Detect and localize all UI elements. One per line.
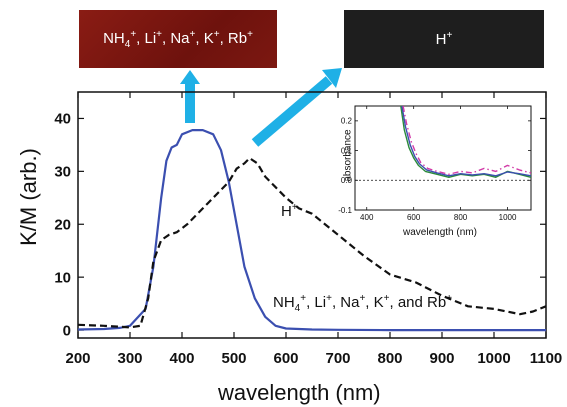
x-tick-label: 1000 [499, 213, 517, 222]
series-line-1 [401, 106, 531, 177]
series-line-2 [402, 106, 531, 176]
x-tick-label: 800 [454, 213, 468, 222]
inset-chart: 400 600 800 1000 -0.1 0.0 0.1 0.2 [338, 105, 532, 222]
y-tick-label: 0.0 [341, 176, 353, 185]
arrow-head-black [322, 68, 342, 88]
y-tick-label: 30 [54, 164, 71, 181]
x-tick-label: 700 [325, 350, 350, 367]
arrow-shaft-red [185, 83, 195, 123]
annotation-hplus: H+ [281, 202, 298, 220]
x-tick-label: 1000 [477, 350, 510, 367]
inset-axis-ticks: 400 600 800 1000 -0.1 0.0 0.1 0.2 [338, 106, 531, 222]
inset-plot-frame [354, 105, 532, 211]
y-tick-label: 0.2 [341, 117, 353, 126]
black-color-swatch: H+ [344, 10, 544, 68]
main-series-group [78, 129, 546, 332]
arrow-shaft-black [251, 76, 333, 147]
black-swatch-label: H+ [435, 30, 453, 48]
x-tick-label: 300 [117, 350, 142, 367]
x-tick-label: 200 [65, 350, 90, 367]
arrow-head-red [180, 70, 200, 84]
main-x-axis-label: wavelength (nm) [218, 380, 381, 405]
y-tick-label: -0.1 [338, 206, 352, 215]
x-tick-label: 800 [377, 350, 402, 367]
x-tick-label: 900 [429, 350, 454, 367]
x-tick-label: 600 [273, 350, 298, 367]
series-line-1 [78, 157, 546, 329]
x-tick-label: 1100 [530, 350, 563, 367]
main-plot-frame [77, 91, 547, 339]
x-tick-label: 400 [360, 213, 374, 222]
red-color-swatch: NH4+, Li+, Na+, K+, Rb+ [79, 10, 277, 68]
y-tick-label: 40 [54, 111, 71, 128]
main-y-axis-label: K/M (arb.) [16, 148, 41, 246]
inset-y-axis-label: absorbance [342, 129, 354, 182]
main-axis-ticks: 200 300 400 500 600 700 800 900 1000 1100 0 10 20 30 4… [54, 92, 562, 367]
inset-series-group [400, 106, 531, 179]
red-swatch-label: NH4+, Li+, Na+, K+, Rb+ [103, 28, 253, 50]
inset-background [355, 106, 531, 210]
x-tick-label: 400 [169, 350, 194, 367]
y-tick-label: 0 [63, 322, 71, 339]
x-tick-label: 500 [221, 350, 246, 367]
inset-x-axis-label: wavelength (nm) [403, 227, 477, 238]
y-tick-label: 0.1 [341, 146, 353, 155]
y-tick-label: 10 [54, 269, 71, 286]
y-tick-label: 20 [54, 217, 71, 234]
main-chart: 200 300 400 500 600 700 800 900 1000 1100 0 10 20 30 4… [54, 91, 562, 367]
annotation-cations: NH4+, Li+, Na+, K+, and Rb+ [273, 293, 453, 314]
x-tick-label: 600 [407, 213, 421, 222]
arrows-group [180, 68, 342, 147]
